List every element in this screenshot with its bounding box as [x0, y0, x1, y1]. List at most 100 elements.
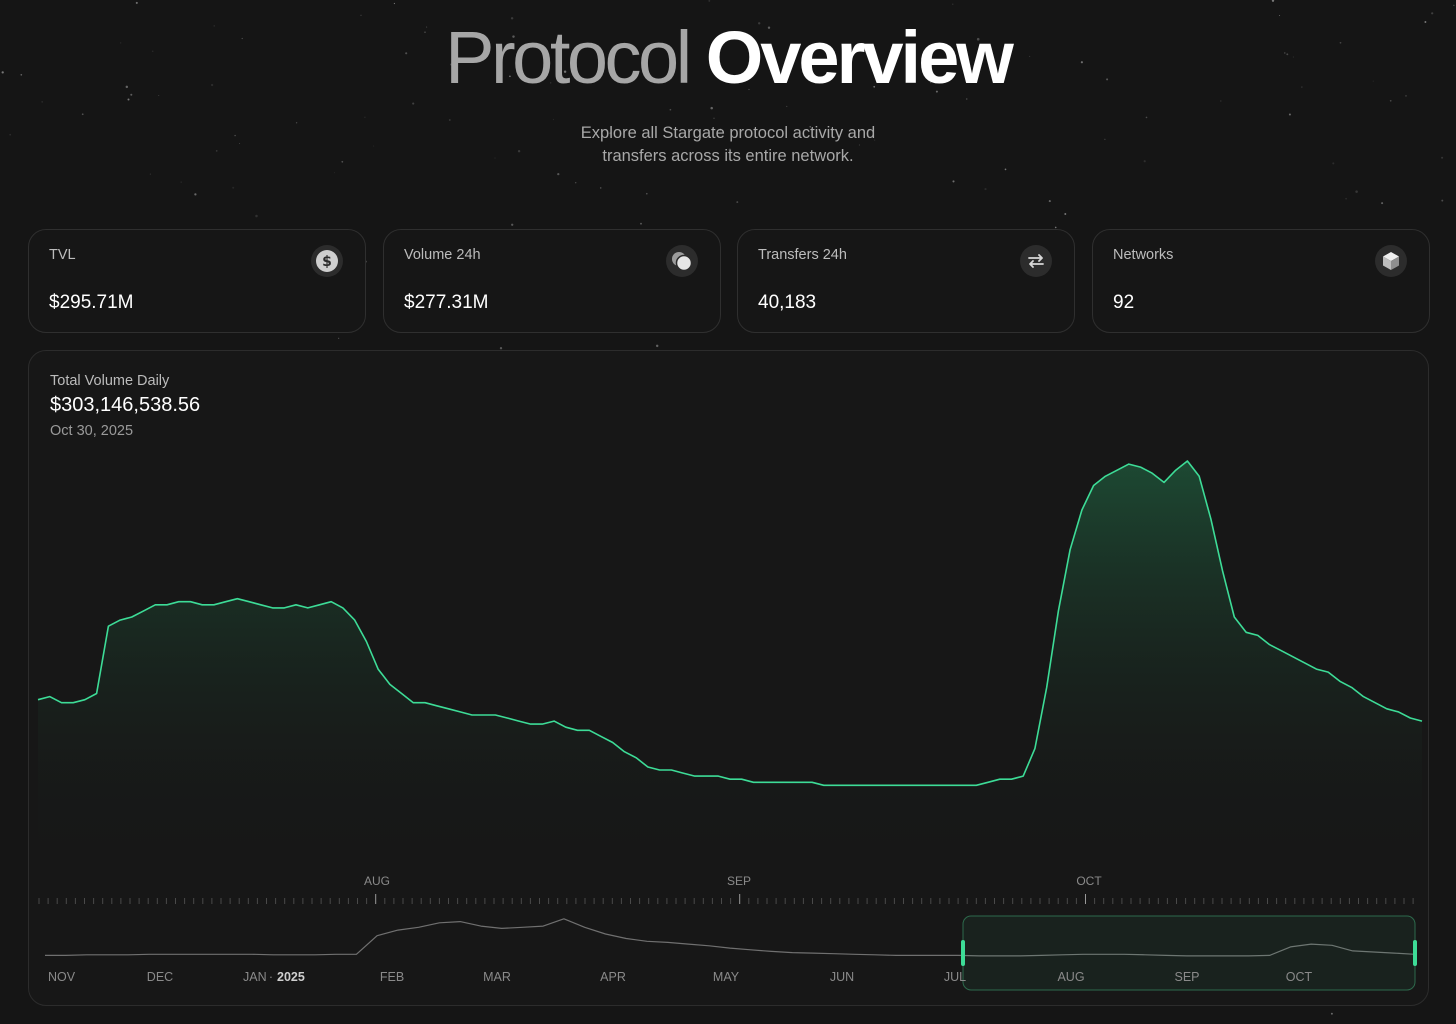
star: [194, 193, 197, 196]
star: [81, 113, 84, 116]
svg-text:$: $: [322, 254, 332, 270]
stat-value: $277.31M: [404, 292, 489, 313]
star: [646, 192, 648, 195]
stat-value: 40,183: [758, 292, 817, 313]
page-subtitle-line1: Explore all Stargate protocol activity a…: [580, 124, 876, 142]
star: [1054, 226, 1057, 229]
navigator-x-label: FEB: [380, 970, 404, 984]
star: [373, 145, 375, 147]
page-subtitle: Explore all Stargate protocol activity a…: [528, 122, 928, 168]
star: [1271, 0, 1275, 2]
star: [239, 143, 241, 144]
page-title-part1: Protocol: [445, 16, 692, 99]
chart-value: $303,146,538.56: [50, 394, 201, 416]
navigator-year-separator: ·: [269, 970, 273, 984]
star: [412, 102, 415, 105]
star: [1355, 190, 1358, 193]
chart-title: Total Volume Daily: [50, 373, 170, 389]
page-title-part2: Overview: [705, 16, 1014, 99]
volume-line: [37, 460, 1423, 787]
star: [1381, 202, 1384, 205]
navigator-x-label: JAN: [243, 970, 267, 984]
navigator-line: [45, 918, 1416, 957]
stat-label: Transfers 24h: [758, 247, 847, 263]
star: [215, 150, 218, 152]
star: [669, 108, 672, 111]
star: [736, 201, 739, 204]
stat-label: TVL: [49, 247, 76, 263]
x-axis-label: OCT: [1076, 874, 1102, 888]
star: [574, 181, 577, 184]
x-axis-label: SEP: [727, 874, 751, 888]
star: [1441, 199, 1444, 202]
navigator-left-handle[interactable]: [961, 940, 965, 966]
volume-chart[interactable]: AUG SEP OCT NOV DEC JAN · 2025 FEB MAR APR MAY JUN J…: [29, 351, 1429, 1006]
star: [984, 188, 987, 191]
dollar-icon: $: [311, 245, 343, 277]
navigator-right-handle[interactable]: [1413, 940, 1417, 966]
star: [552, 118, 555, 121]
star: [952, 3, 954, 5]
main-x-axis-labels: AUG SEP OCT: [364, 874, 1102, 888]
swap-arrows-icon: [1020, 245, 1052, 277]
star: [1145, 116, 1148, 119]
star: [710, 106, 713, 110]
stat-card-networks: Networks 92: [1092, 229, 1430, 333]
navigator-x-label: JUN: [830, 970, 854, 984]
page-title: Protocol Overview: [0, 14, 1456, 102]
chart-date: Oct 30, 2025: [50, 423, 134, 439]
stat-label: Volume 24h: [404, 247, 481, 263]
star: [1143, 160, 1146, 163]
star: [255, 214, 258, 218]
star: [234, 134, 236, 137]
coins-icon: [666, 245, 698, 277]
star: [135, 1, 138, 4]
stat-value: 92: [1113, 292, 1135, 313]
navigator-x-label: OCT: [1286, 970, 1313, 984]
star: [334, 172, 336, 174]
timeline-ticks: [38, 894, 1414, 904]
star: [393, 2, 395, 5]
star: [655, 344, 659, 348]
star: [952, 180, 955, 183]
star: [517, 150, 521, 153]
star: [9, 133, 11, 136]
page-subtitle-line2: transfers across its entire network.: [602, 147, 854, 165]
star: [295, 122, 298, 124]
stat-card-tvl: TVL $295.71M $: [28, 229, 366, 333]
star: [341, 160, 344, 163]
navigator-x-label: MAR: [483, 970, 511, 984]
star: [511, 223, 514, 226]
star: [713, 117, 715, 119]
star: [1048, 200, 1051, 203]
star: [494, 157, 496, 159]
stat-label: Networks: [1113, 247, 1174, 263]
star: [640, 222, 642, 225]
star: [557, 172, 560, 176]
star: [1441, 156, 1444, 159]
navigator-x-label: APR: [600, 970, 626, 984]
star: [1004, 168, 1007, 171]
star: [364, 116, 366, 119]
navigator-x-label: 2025: [277, 970, 305, 984]
cube-icon: [1375, 245, 1407, 277]
star: [448, 119, 451, 121]
star: [1104, 138, 1106, 140]
stat-value: $295.71M: [49, 292, 134, 313]
star: [1453, 4, 1455, 6]
x-axis-label: AUG: [364, 874, 390, 888]
star: [338, 337, 340, 339]
star: [1332, 162, 1335, 165]
stat-card-volume-24h: Volume 24h $277.31M: [383, 229, 721, 333]
stat-card-transfers-24h: Transfers 24h 40,183: [737, 229, 1075, 333]
star: [1330, 1012, 1333, 1015]
star: [1345, 197, 1347, 200]
star: [708, 0, 711, 2]
star: [786, 105, 788, 107]
navigator-x-label: MAY: [713, 970, 740, 984]
navigator-x-label: AUG: [1057, 970, 1084, 984]
navigator-x-label: SEP: [1174, 970, 1199, 984]
navigator-x-axis-labels: NOV DEC JAN · 2025 FEB MAR APR MAY JUN JUL AUG SEP OC…: [48, 970, 1313, 984]
star: [149, 173, 151, 175]
star: [232, 186, 235, 189]
